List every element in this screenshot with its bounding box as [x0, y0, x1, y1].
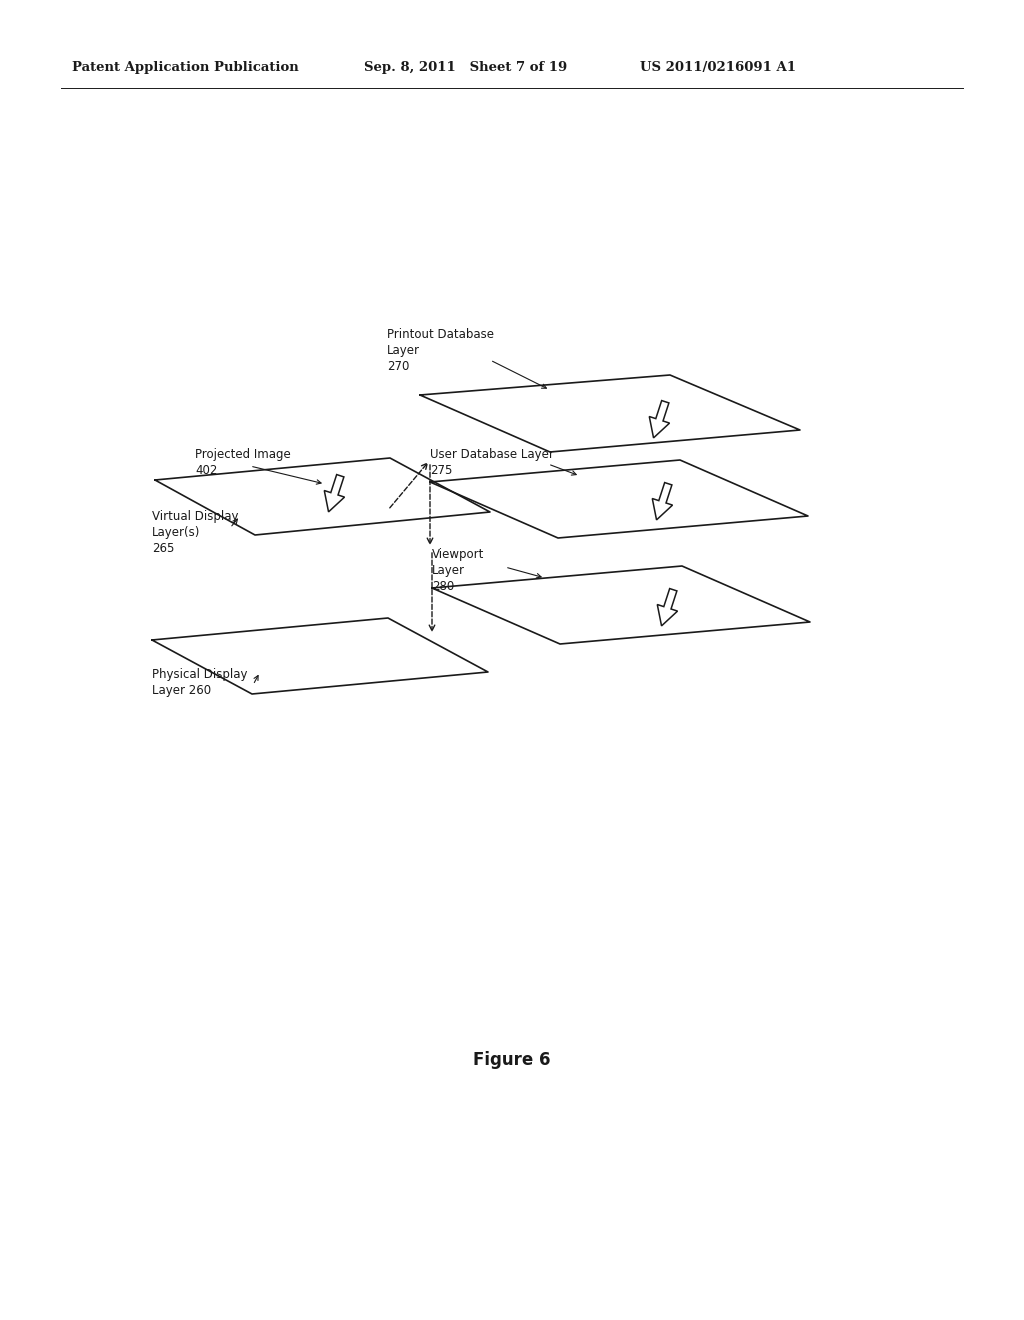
Text: Patent Application Publication: Patent Application Publication	[72, 62, 299, 74]
Text: US 2011/0216091 A1: US 2011/0216091 A1	[640, 62, 796, 74]
Text: User Database Layer
275: User Database Layer 275	[430, 447, 554, 477]
Text: Sep. 8, 2011   Sheet 7 of 19: Sep. 8, 2011 Sheet 7 of 19	[364, 62, 567, 74]
Text: Printout Database
Layer
270: Printout Database Layer 270	[387, 327, 494, 374]
Text: Projected Image
402: Projected Image 402	[195, 447, 291, 477]
Text: Physical Display
Layer 260: Physical Display Layer 260	[152, 668, 248, 697]
Text: Viewport
Layer
280: Viewport Layer 280	[432, 548, 484, 593]
Text: Figure 6: Figure 6	[473, 1051, 551, 1069]
Text: Virtual Display
Layer(s)
265: Virtual Display Layer(s) 265	[152, 510, 239, 554]
